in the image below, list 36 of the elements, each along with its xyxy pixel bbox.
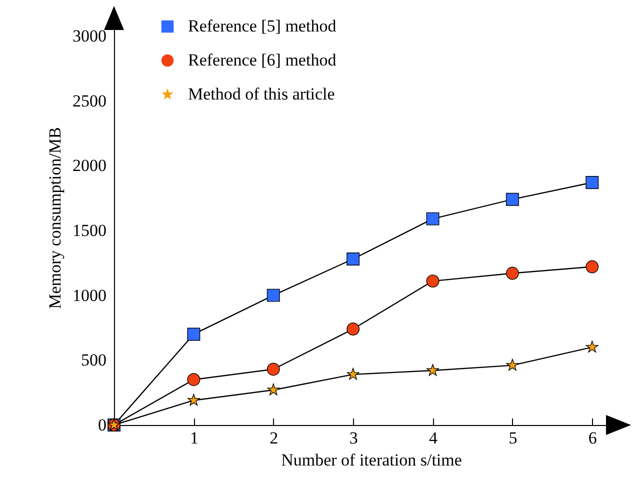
point — [426, 364, 439, 376]
legend-label: Method of this article — [188, 84, 335, 104]
y-tick-label: 3000 — [72, 26, 106, 46]
y-tick-label: 1500 — [72, 220, 106, 240]
x-tick-label: 3 — [349, 428, 358, 448]
point — [188, 394, 200, 406]
x-tick-label: 5 — [508, 428, 518, 448]
point — [266, 288, 280, 302]
y-tick-label: 2000 — [72, 156, 106, 176]
point — [346, 252, 360, 266]
legend-label: Reference [6] method — [188, 50, 337, 70]
point — [266, 362, 280, 376]
point — [586, 260, 599, 274]
y-axis-title: Memory consumption/MB — [46, 127, 64, 309]
point — [426, 212, 440, 226]
point — [187, 328, 200, 341]
x-tick-label: 2 — [270, 428, 278, 448]
x-axis-title: Number of iteration s/time — [281, 450, 462, 470]
point — [426, 274, 440, 288]
x-tick-label: 4 — [429, 428, 438, 448]
x-tick-label: 1 — [190, 428, 198, 448]
point — [346, 368, 360, 380]
y-tick-label: 2500 — [72, 91, 106, 110]
point — [506, 358, 519, 371]
point — [586, 176, 599, 189]
point — [267, 384, 280, 396]
y-tick-label: 1000 — [72, 286, 106, 305]
point — [586, 340, 598, 352]
point — [506, 266, 519, 280]
y-tick-label: 0 — [98, 416, 106, 434]
point — [187, 373, 200, 386]
point — [346, 322, 360, 336]
x-tick-label: 6 — [588, 428, 597, 448]
point — [506, 192, 519, 206]
y-tick-label: 500 — [81, 350, 106, 370]
legend-label: Reference [5] method — [188, 16, 337, 36]
